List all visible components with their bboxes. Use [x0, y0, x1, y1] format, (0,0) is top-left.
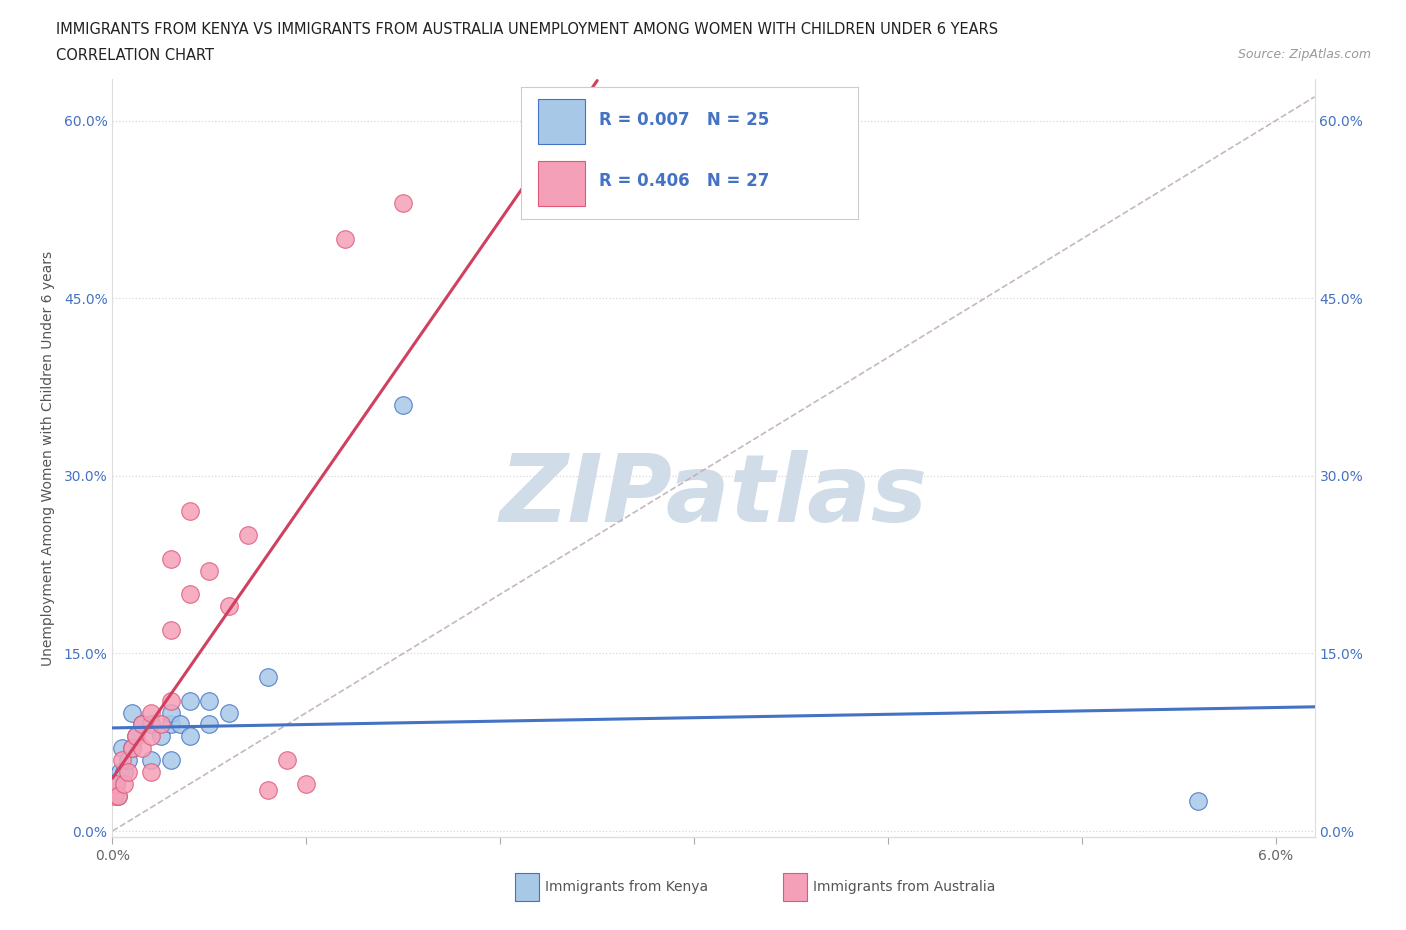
FancyBboxPatch shape	[783, 872, 807, 901]
Point	[198, 717, 221, 732]
Point	[159, 694, 181, 709]
Point	[1187, 794, 1209, 809]
Point	[392, 196, 415, 211]
Point	[111, 740, 134, 755]
Point	[103, 788, 125, 803]
Point	[141, 729, 163, 744]
Text: Immigrants from Kenya: Immigrants from Kenya	[546, 880, 709, 894]
Point	[159, 717, 181, 732]
Point	[179, 587, 201, 602]
FancyBboxPatch shape	[515, 872, 540, 901]
Point	[392, 397, 415, 412]
Point	[121, 705, 143, 720]
Point	[112, 777, 135, 791]
Point	[218, 705, 240, 720]
Point	[198, 563, 221, 578]
Point	[149, 729, 172, 744]
Point	[107, 788, 129, 803]
Point	[159, 551, 181, 566]
Point	[159, 705, 181, 720]
Point	[256, 670, 278, 684]
Point	[179, 729, 201, 744]
Point	[131, 740, 153, 755]
Point	[295, 777, 318, 791]
Point	[131, 717, 153, 732]
Point	[121, 740, 143, 755]
Y-axis label: Unemployment Among Women with Children Under 6 years: Unemployment Among Women with Children U…	[41, 250, 55, 666]
Point	[110, 764, 132, 779]
Point	[276, 752, 298, 767]
Point	[107, 788, 129, 803]
Text: Immigrants from Australia: Immigrants from Australia	[813, 880, 995, 894]
Point	[141, 717, 163, 732]
Point	[218, 599, 240, 614]
Point	[105, 777, 128, 791]
Point	[198, 694, 221, 709]
Point	[141, 764, 163, 779]
Point	[121, 740, 143, 755]
Point	[117, 764, 139, 779]
Point	[149, 717, 172, 732]
Point	[117, 752, 139, 767]
Point	[169, 717, 191, 732]
Text: CORRELATION CHART: CORRELATION CHART	[56, 48, 214, 63]
Point	[112, 764, 135, 779]
Point	[125, 729, 148, 744]
Point	[159, 752, 181, 767]
Point	[238, 527, 260, 542]
Point	[159, 622, 181, 637]
Point	[141, 705, 163, 720]
Point	[179, 504, 201, 519]
Text: IMMIGRANTS FROM KENYA VS IMMIGRANTS FROM AUSTRALIA UNEMPLOYMENT AMONG WOMEN WITH: IMMIGRANTS FROM KENYA VS IMMIGRANTS FROM…	[56, 22, 998, 37]
Text: ZIPatlas: ZIPatlas	[499, 450, 928, 542]
Point	[179, 694, 201, 709]
Point	[256, 782, 278, 797]
Point	[131, 717, 153, 732]
Point	[141, 752, 163, 767]
Text: Source: ZipAtlas.com: Source: ZipAtlas.com	[1237, 48, 1371, 61]
Point	[105, 777, 128, 791]
Point	[125, 729, 148, 744]
Point	[333, 232, 356, 246]
Point	[111, 752, 134, 767]
